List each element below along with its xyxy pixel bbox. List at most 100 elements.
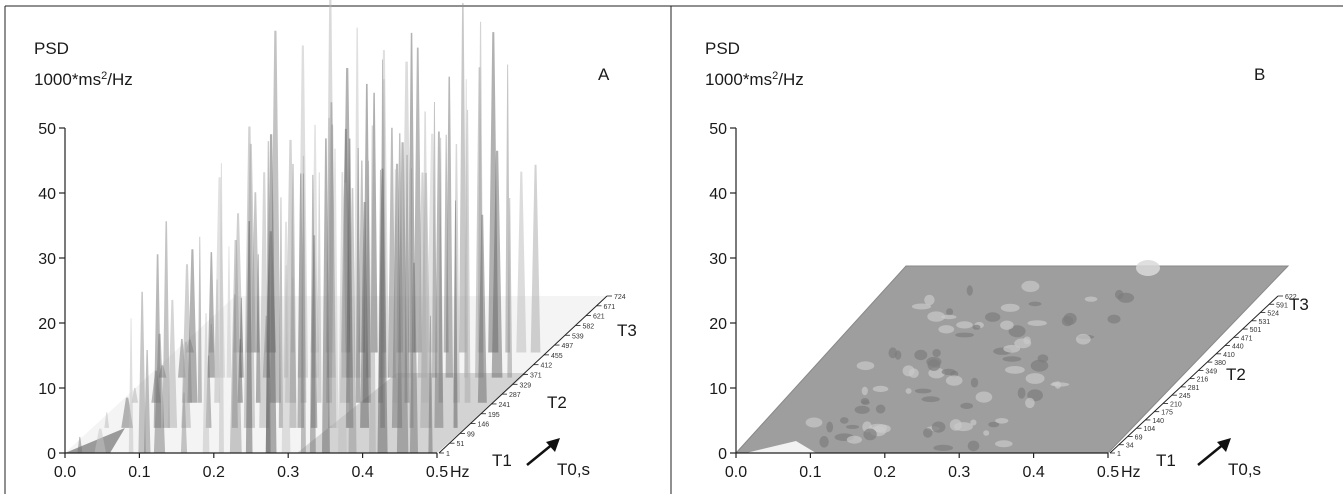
surface-texture (972, 324, 981, 330)
surface-texture (941, 368, 956, 376)
psd-ridge (377, 168, 388, 453)
surface-texture (970, 419, 977, 426)
x-tick-label: 0.0 (725, 464, 747, 481)
psd-ridge (138, 291, 146, 453)
psd-ridge (309, 174, 316, 453)
ylabel-psd: PSD (705, 39, 740, 58)
period-label-t3: T3 (1289, 295, 1309, 314)
time-tick-label: 471 (1241, 335, 1253, 342)
psd-ridge (207, 252, 216, 378)
time-tick-label: 455 (551, 353, 563, 360)
psd-ridge (167, 299, 178, 428)
y-tick-label: 30 (38, 251, 56, 268)
surface-texture (966, 285, 973, 296)
psd-ridge (396, 142, 409, 453)
surface-texture (945, 375, 963, 386)
surface-texture (1003, 344, 1021, 353)
time-tick-label: 287 (509, 392, 521, 399)
time-tick-label: 531 (1258, 319, 1270, 326)
period-label-t1: T1 (1156, 451, 1176, 470)
x-tick-label: 0.3 (948, 464, 970, 481)
psd-ridge (331, 148, 339, 428)
period-label-t1: T1 (492, 451, 512, 470)
surface-texture (1000, 303, 1020, 312)
surface-texture (1017, 387, 1026, 399)
surface-texture (1051, 381, 1059, 386)
time-arrow (1197, 442, 1226, 466)
surface-texture (905, 388, 912, 394)
panel-label: A (598, 65, 610, 84)
x-tick-label: 0.1 (799, 464, 821, 481)
time-tick-label: 724 (614, 294, 626, 301)
x-tick-label: 0.5 (1097, 464, 1119, 481)
psd-ridge (453, 200, 458, 428)
time-tick-label: 146 (478, 422, 490, 429)
time-tick-label: 245 (1179, 393, 1191, 400)
ylabel-unit: 1000*ms2/Hz (34, 70, 133, 89)
surface-texture (1025, 373, 1045, 384)
surface-texture (967, 440, 980, 452)
ylabel-psd: PSD (34, 39, 69, 58)
psd-ridge (445, 76, 453, 378)
time-tick-label: 175 (1161, 410, 1173, 417)
surface-texture (946, 308, 954, 316)
y-tick-label: 40 (709, 186, 727, 203)
psd-ridge (128, 318, 134, 453)
y-tick-label: 0 (718, 446, 727, 463)
surface-texture (927, 311, 946, 322)
x-tick-label: 0.1 (128, 464, 150, 481)
x-tick-label: 0.2 (203, 464, 225, 481)
psd-ridge (348, 188, 357, 453)
surface-texture (995, 440, 1013, 448)
surface-texture (1008, 325, 1026, 338)
time-tick-label: 497 (562, 343, 574, 350)
time-axis-label: T0,s (1228, 460, 1261, 479)
surface-texture (875, 404, 886, 414)
psd-ridge (516, 171, 527, 353)
time-tick-label: 501 (1250, 327, 1262, 334)
surface-texture (845, 424, 860, 429)
period-label-t3: T3 (617, 321, 637, 340)
surface-texture (927, 359, 941, 371)
surface-texture (985, 312, 1001, 322)
y-tick-label: 10 (709, 381, 727, 398)
psd-ridge (218, 163, 224, 453)
surface-texture (960, 402, 974, 409)
psd-ridge (77, 436, 83, 453)
time-tick-label: 210 (1170, 401, 1182, 408)
psd-ridge (281, 221, 291, 453)
period-label-t2: T2 (547, 393, 567, 412)
time-tick-label: 329 (520, 382, 532, 389)
time-tick-label: 51 (457, 441, 465, 448)
psd-ridge (338, 172, 347, 453)
psd-ridge (432, 102, 437, 378)
period-label-t2: T2 (1226, 365, 1246, 384)
time-tick-label: 622 (1285, 294, 1297, 301)
ylabel-unit: 1000*ms2/Hz (705, 70, 804, 89)
psd-ridge (265, 134, 277, 454)
surface-texture (955, 332, 974, 338)
psd-ridge (202, 313, 210, 453)
surface-texture (1027, 320, 1047, 326)
x-unit-label: Hz (450, 464, 470, 481)
psd-ridge (143, 350, 151, 453)
surface-texture (1021, 280, 1040, 292)
psd-ridge (507, 198, 513, 378)
panel-a: PSD 1000*ms2/Hz A 0 10 20 30 40 50 0.0 0.1 0.2 0.3 0.… (34, 0, 637, 481)
time-tick-label: 380 (1214, 360, 1226, 367)
surface-texture (970, 377, 979, 388)
psd-ridge (245, 221, 253, 453)
psd-ridge (289, 163, 297, 428)
x-unit-label: Hz (1121, 464, 1141, 481)
surface-texture (888, 347, 898, 359)
psd-ridge (322, 138, 330, 453)
time-tick-label: 216 (1197, 377, 1209, 384)
surface-texture (975, 391, 993, 403)
psd-ridge (355, 148, 361, 403)
surface-texture (902, 365, 915, 377)
surface-texture (932, 349, 941, 357)
time-tick-label: 539 (572, 333, 584, 340)
x-tick-label: 0.3 (277, 464, 299, 481)
surface-texture (941, 314, 957, 320)
